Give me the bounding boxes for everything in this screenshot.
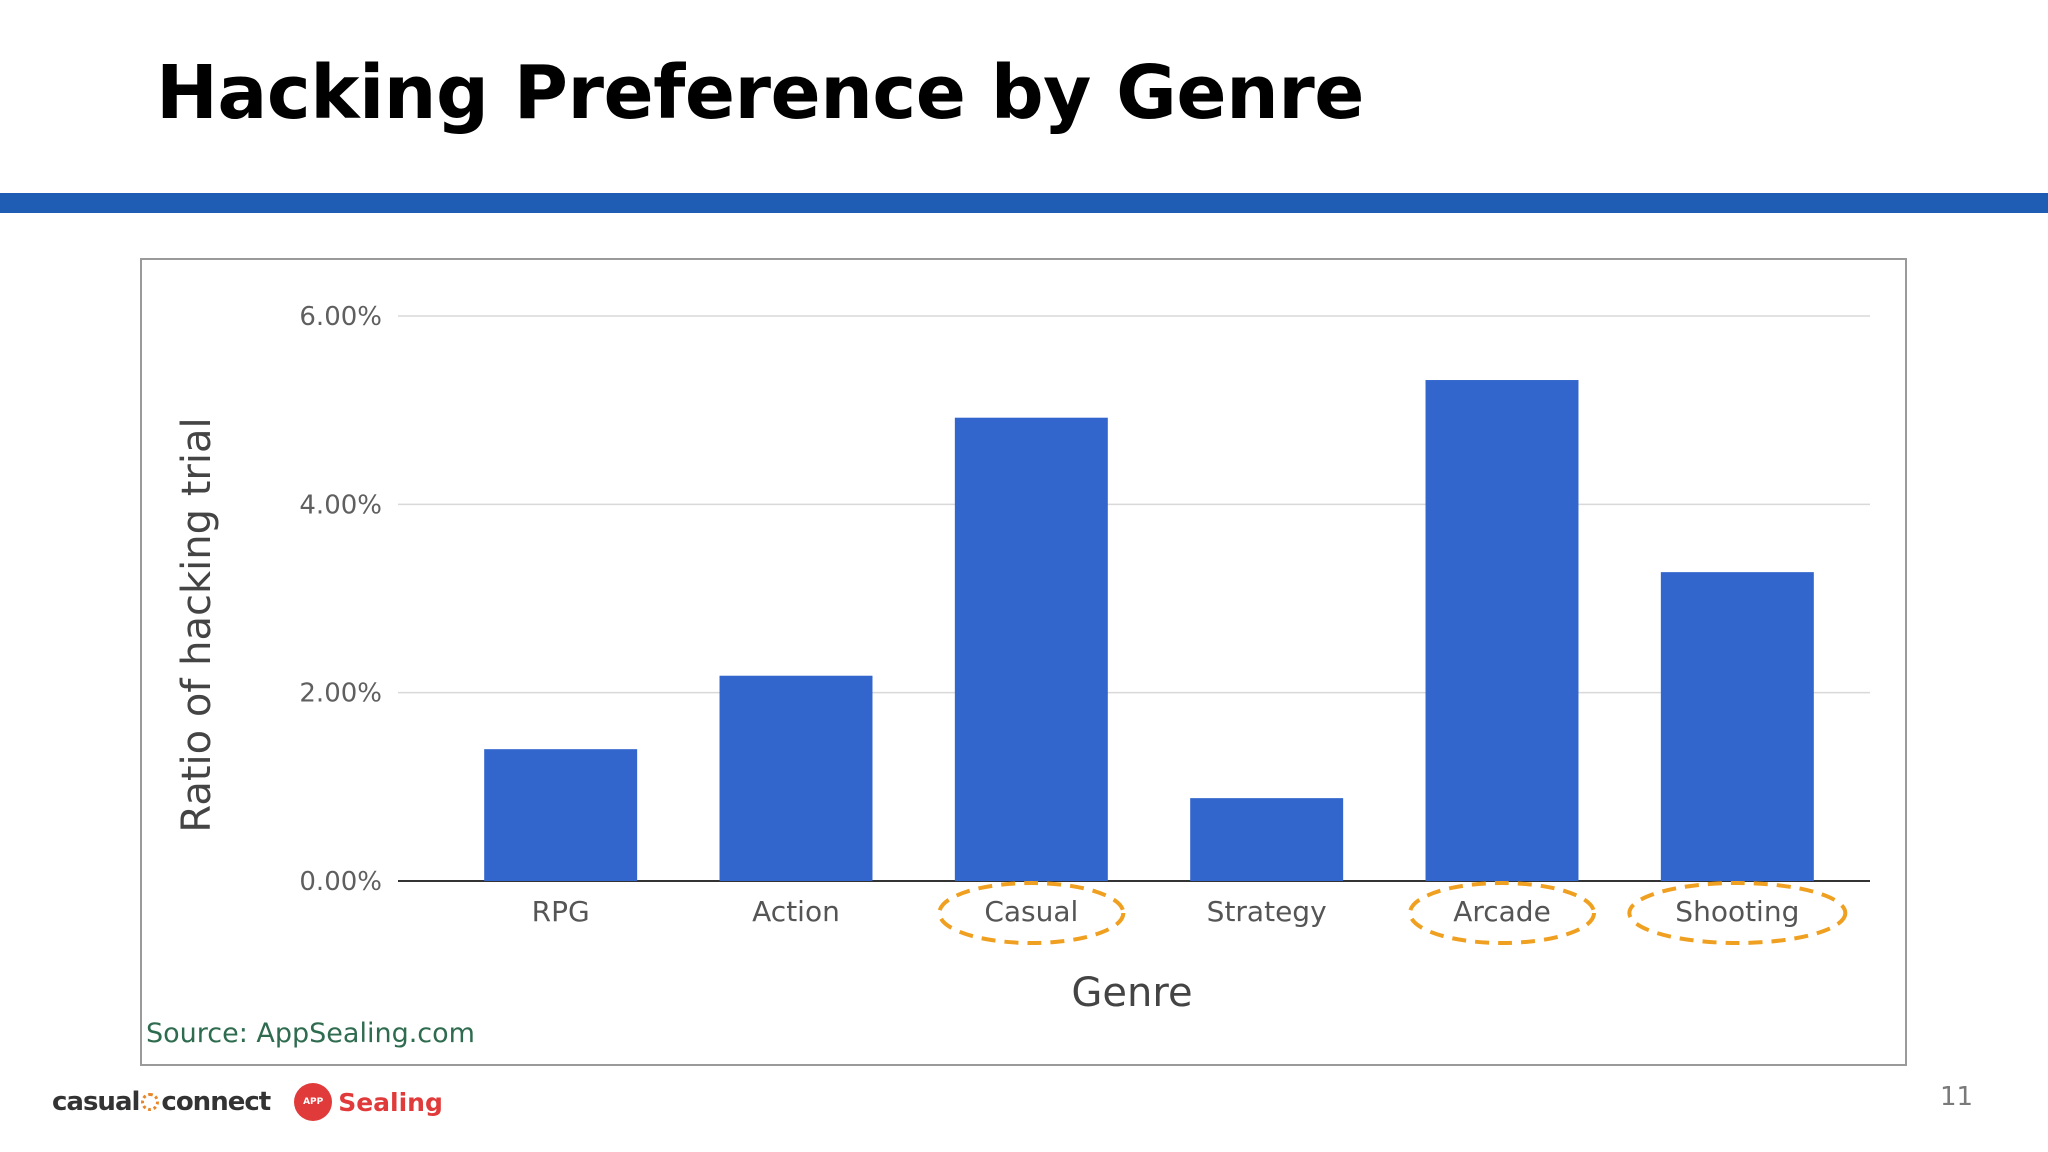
bar-rpg: [484, 749, 638, 881]
source-note: Source: AppSealing.com: [146, 1018, 475, 1049]
x-tick-label: RPG: [532, 895, 590, 928]
bar-casual: [954, 417, 1108, 881]
bar-strategy: [1190, 798, 1344, 881]
y-tick-label: 4.00%: [299, 490, 382, 520]
bar-shooting: [1660, 572, 1814, 881]
x-category-labels: RPG Action Casual Strategy Arcade Shooting: [532, 895, 1800, 928]
x-tick-label: Action: [752, 895, 840, 928]
y-axis-title: Ratio of hacking trial: [174, 417, 220, 832]
bar-arcade: [1425, 380, 1579, 881]
x-tick-label: Casual: [984, 895, 1078, 928]
y-tick-labels: 0.00% 2.00% 4.00% 6.00%: [299, 302, 382, 897]
x-tick-label: Shooting: [1675, 895, 1799, 928]
gear-icon: [141, 1093, 160, 1111]
highlight-ellipse-shooting: [1627, 881, 1848, 945]
x-axis-title: Genre: [1071, 970, 1192, 1016]
footer-logos: casual connect APP Sealing: [52, 1080, 443, 1124]
casual-connect-left: casual: [52, 1087, 140, 1117]
bar-action: [719, 675, 873, 881]
slide-title: Hacking Preference by Genre: [156, 50, 1364, 136]
highlight-ellipse-casual: [937, 881, 1126, 945]
gridlines: [398, 315, 1870, 882]
page-number: 11: [1940, 1082, 1974, 1112]
x-tick-label: Strategy: [1207, 895, 1327, 928]
appsealing-badge-icon: APP: [294, 1083, 333, 1121]
highlight-ellipses: [937, 881, 1848, 945]
y-tick-label: 0.00%: [299, 867, 382, 897]
y-tick-label: 2.00%: [299, 679, 382, 709]
bar-chart: 0.00% 2.00% 4.00% 6.00% RPG Action Casual Stra…: [174, 302, 1870, 1016]
chart-frame: 0.00% 2.00% 4.00% 6.00% RPG Action Casual Stra…: [140, 258, 1907, 1066]
bars: [484, 380, 1814, 881]
highlight-ellipse-arcade: [1408, 881, 1596, 945]
title-divider: [0, 193, 2048, 213]
appsealing-logo: APP Sealing: [294, 1083, 443, 1121]
appsealing-text: Sealing: [338, 1087, 443, 1117]
y-tick-label: 6.00%: [299, 302, 382, 332]
casual-connect-right: connect: [161, 1087, 271, 1117]
x-tick-label: Arcade: [1453, 895, 1551, 928]
casual-connect-logo: casual connect: [52, 1087, 271, 1117]
